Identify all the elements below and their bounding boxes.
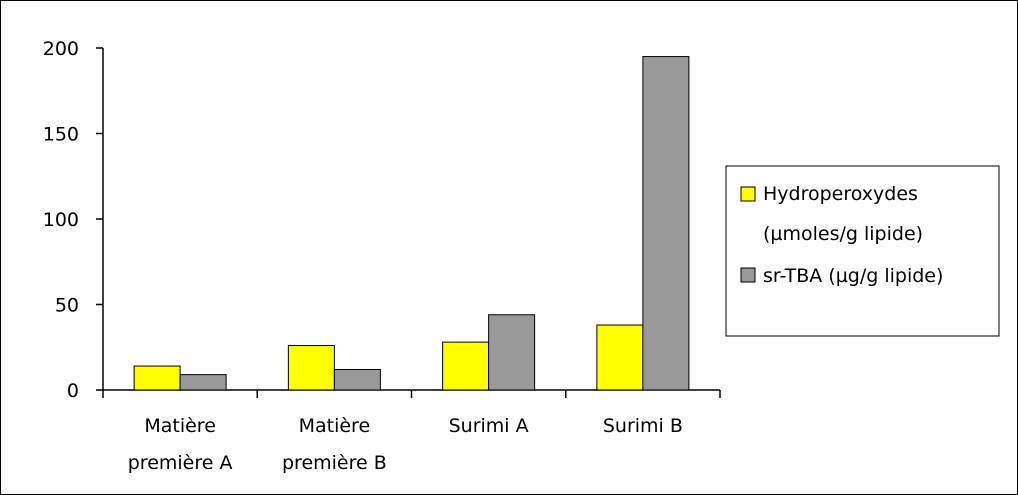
legend-label-sr-tba: sr-TBA (µg/g lipide) [763, 265, 943, 287]
y-tick-label: 100 [43, 209, 79, 231]
y-tick-label: 0 [67, 380, 79, 402]
x-axis: Matière première A Matière première B Surimi… [102, 389, 721, 474]
x-category-label: Matière [144, 415, 216, 437]
y-tick-label: 50 [55, 295, 79, 317]
bar-hydroperoxydes [287, 345, 335, 391]
x-category-label: première A [128, 452, 233, 474]
bar-sr-tba [179, 374, 227, 391]
x-category-label: Matière [299, 415, 371, 437]
bars [133, 56, 690, 391]
bar-sr-tba [488, 314, 536, 391]
bar-sr-tba [642, 56, 690, 391]
bar-hydroperoxydes [442, 341, 490, 391]
y-tick-label: 150 [43, 124, 79, 146]
legend-swatch-hydroperoxydes [740, 186, 756, 202]
legend: Hydroperoxydes (µmoles/g lipide) sr-TBA … [725, 165, 1000, 337]
bar-sr-tba [333, 368, 381, 391]
x-category-label: première B [282, 452, 387, 474]
y-tick-label: 200 [43, 38, 79, 60]
legend-swatch-sr-tba [740, 267, 756, 283]
x-category-label: Surimi B [603, 415, 683, 437]
bar-hydroperoxydes [133, 365, 181, 391]
y-axis: 0 50 100 150 200 [43, 38, 104, 402]
legend-label-hydroperoxydes-line2: (µmoles/g lipide) [763, 223, 923, 245]
legend-box [725, 165, 1000, 337]
x-category-label: Surimi A [449, 415, 529, 437]
legend-label-hydroperoxydes-line1: Hydroperoxydes [763, 183, 918, 205]
bar-hydroperoxydes [596, 324, 644, 391]
